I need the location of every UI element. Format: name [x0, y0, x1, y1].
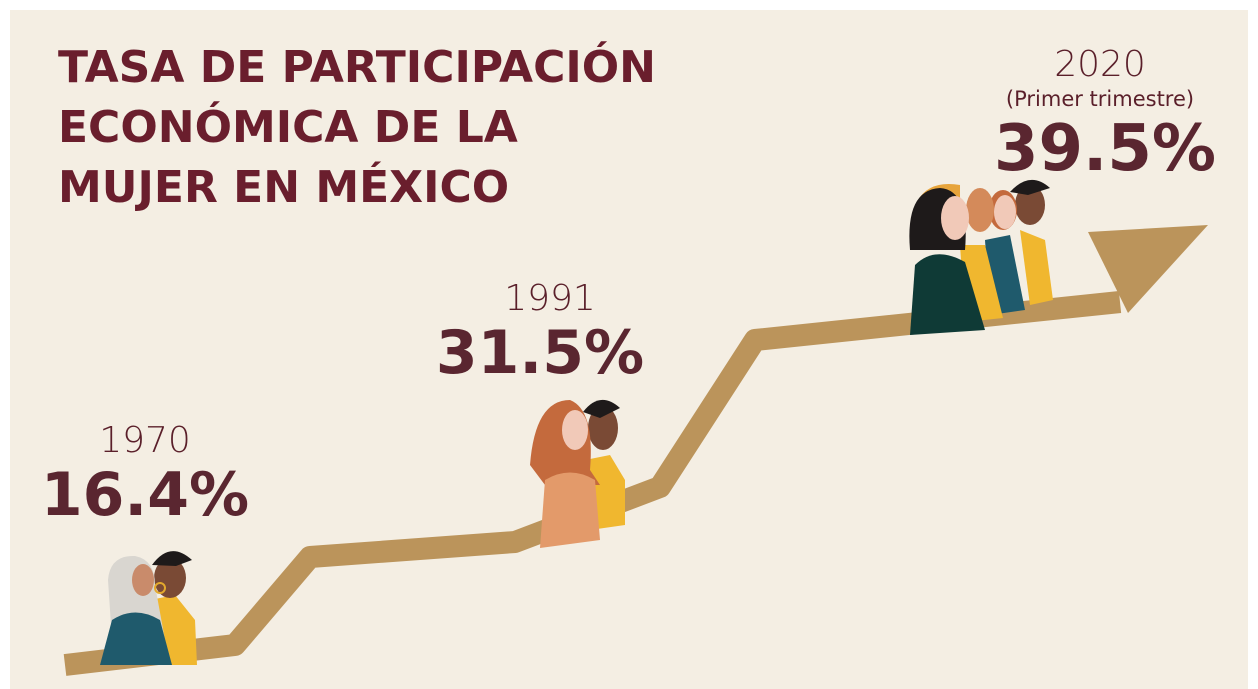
value: 31.5% [436, 318, 644, 388]
women-1970 [100, 551, 197, 665]
women-1991 [530, 400, 625, 548]
value: 16.4% [41, 460, 249, 530]
title-line: ECONÓMICA DE LA [58, 100, 518, 153]
title-line: TASA DE PARTICIPACIÓN [58, 40, 656, 93]
year: 1991 [504, 278, 596, 319]
note: (Primer trimestre) [1006, 87, 1194, 111]
infographic: TASA DE PARTICIPACIÓN ECONÓMICA DE LA MU… [0, 0, 1258, 689]
title-line: MUJER EN MÉXICO [58, 160, 509, 213]
value: 39.5% [994, 112, 1216, 186]
year: 1970 [99, 420, 191, 461]
year: 2020 [1054, 44, 1146, 85]
